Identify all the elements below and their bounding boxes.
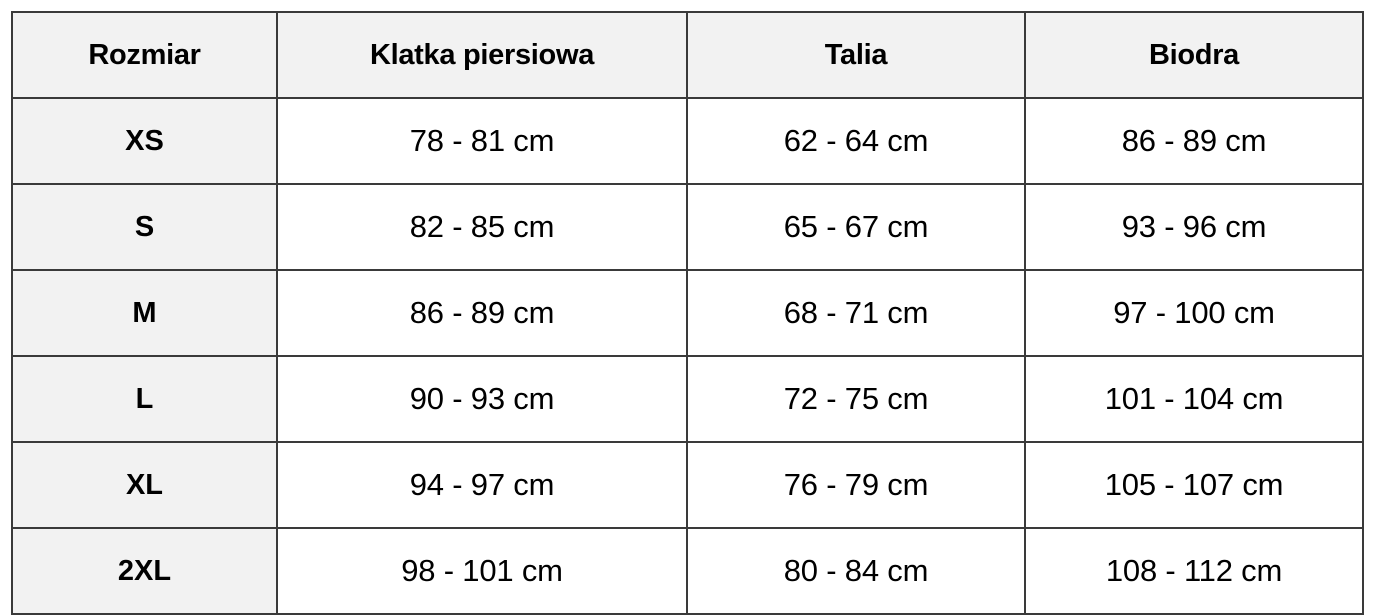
header-chest: Klatka piersiowa [276,11,688,99]
size-chart-table: Rozmiar Klatka piersiowa Talia Biodra XS… [11,11,1364,615]
chest-cell: 82 - 85 cm [276,183,688,271]
table-row: XS 78 - 81 cm 62 - 64 cm 86 - 89 cm [11,97,1364,185]
header-hips: Biodra [1024,11,1364,99]
waist-cell: 72 - 75 cm [686,355,1026,443]
header-waist: Talia [686,11,1026,99]
table-row: L 90 - 93 cm 72 - 75 cm 101 - 104 cm [11,355,1364,443]
waist-cell: 68 - 71 cm [686,269,1026,357]
waist-cell: 76 - 79 cm [686,441,1026,529]
chest-cell: 78 - 81 cm [276,97,688,185]
hips-cell: 101 - 104 cm [1024,355,1364,443]
chest-cell: 90 - 93 cm [276,355,688,443]
header-size: Rozmiar [11,11,278,99]
hips-cell: 93 - 96 cm [1024,183,1364,271]
hips-cell: 97 - 100 cm [1024,269,1364,357]
header-row: Rozmiar Klatka piersiowa Talia Biodra [11,11,1364,99]
size-cell: M [11,269,278,357]
size-cell: L [11,355,278,443]
size-cell: XL [11,441,278,529]
size-cell: XS [11,97,278,185]
chest-cell: 98 - 101 cm [276,527,688,615]
hips-cell: 86 - 89 cm [1024,97,1364,185]
hips-cell: 105 - 107 cm [1024,441,1364,529]
waist-cell: 62 - 64 cm [686,97,1026,185]
hips-cell: 108 - 112 cm [1024,527,1364,615]
chest-cell: 94 - 97 cm [276,441,688,529]
table-row: XL 94 - 97 cm 76 - 79 cm 105 - 107 cm [11,441,1364,529]
table-row: M 86 - 89 cm 68 - 71 cm 97 - 100 cm [11,269,1364,357]
size-cell: S [11,183,278,271]
waist-cell: 65 - 67 cm [686,183,1026,271]
waist-cell: 80 - 84 cm [686,527,1026,615]
table-row: S 82 - 85 cm 65 - 67 cm 93 - 96 cm [11,183,1364,271]
table-row: 2XL 98 - 101 cm 80 - 84 cm 108 - 112 cm [11,527,1364,615]
chest-cell: 86 - 89 cm [276,269,688,357]
size-cell: 2XL [11,527,278,615]
